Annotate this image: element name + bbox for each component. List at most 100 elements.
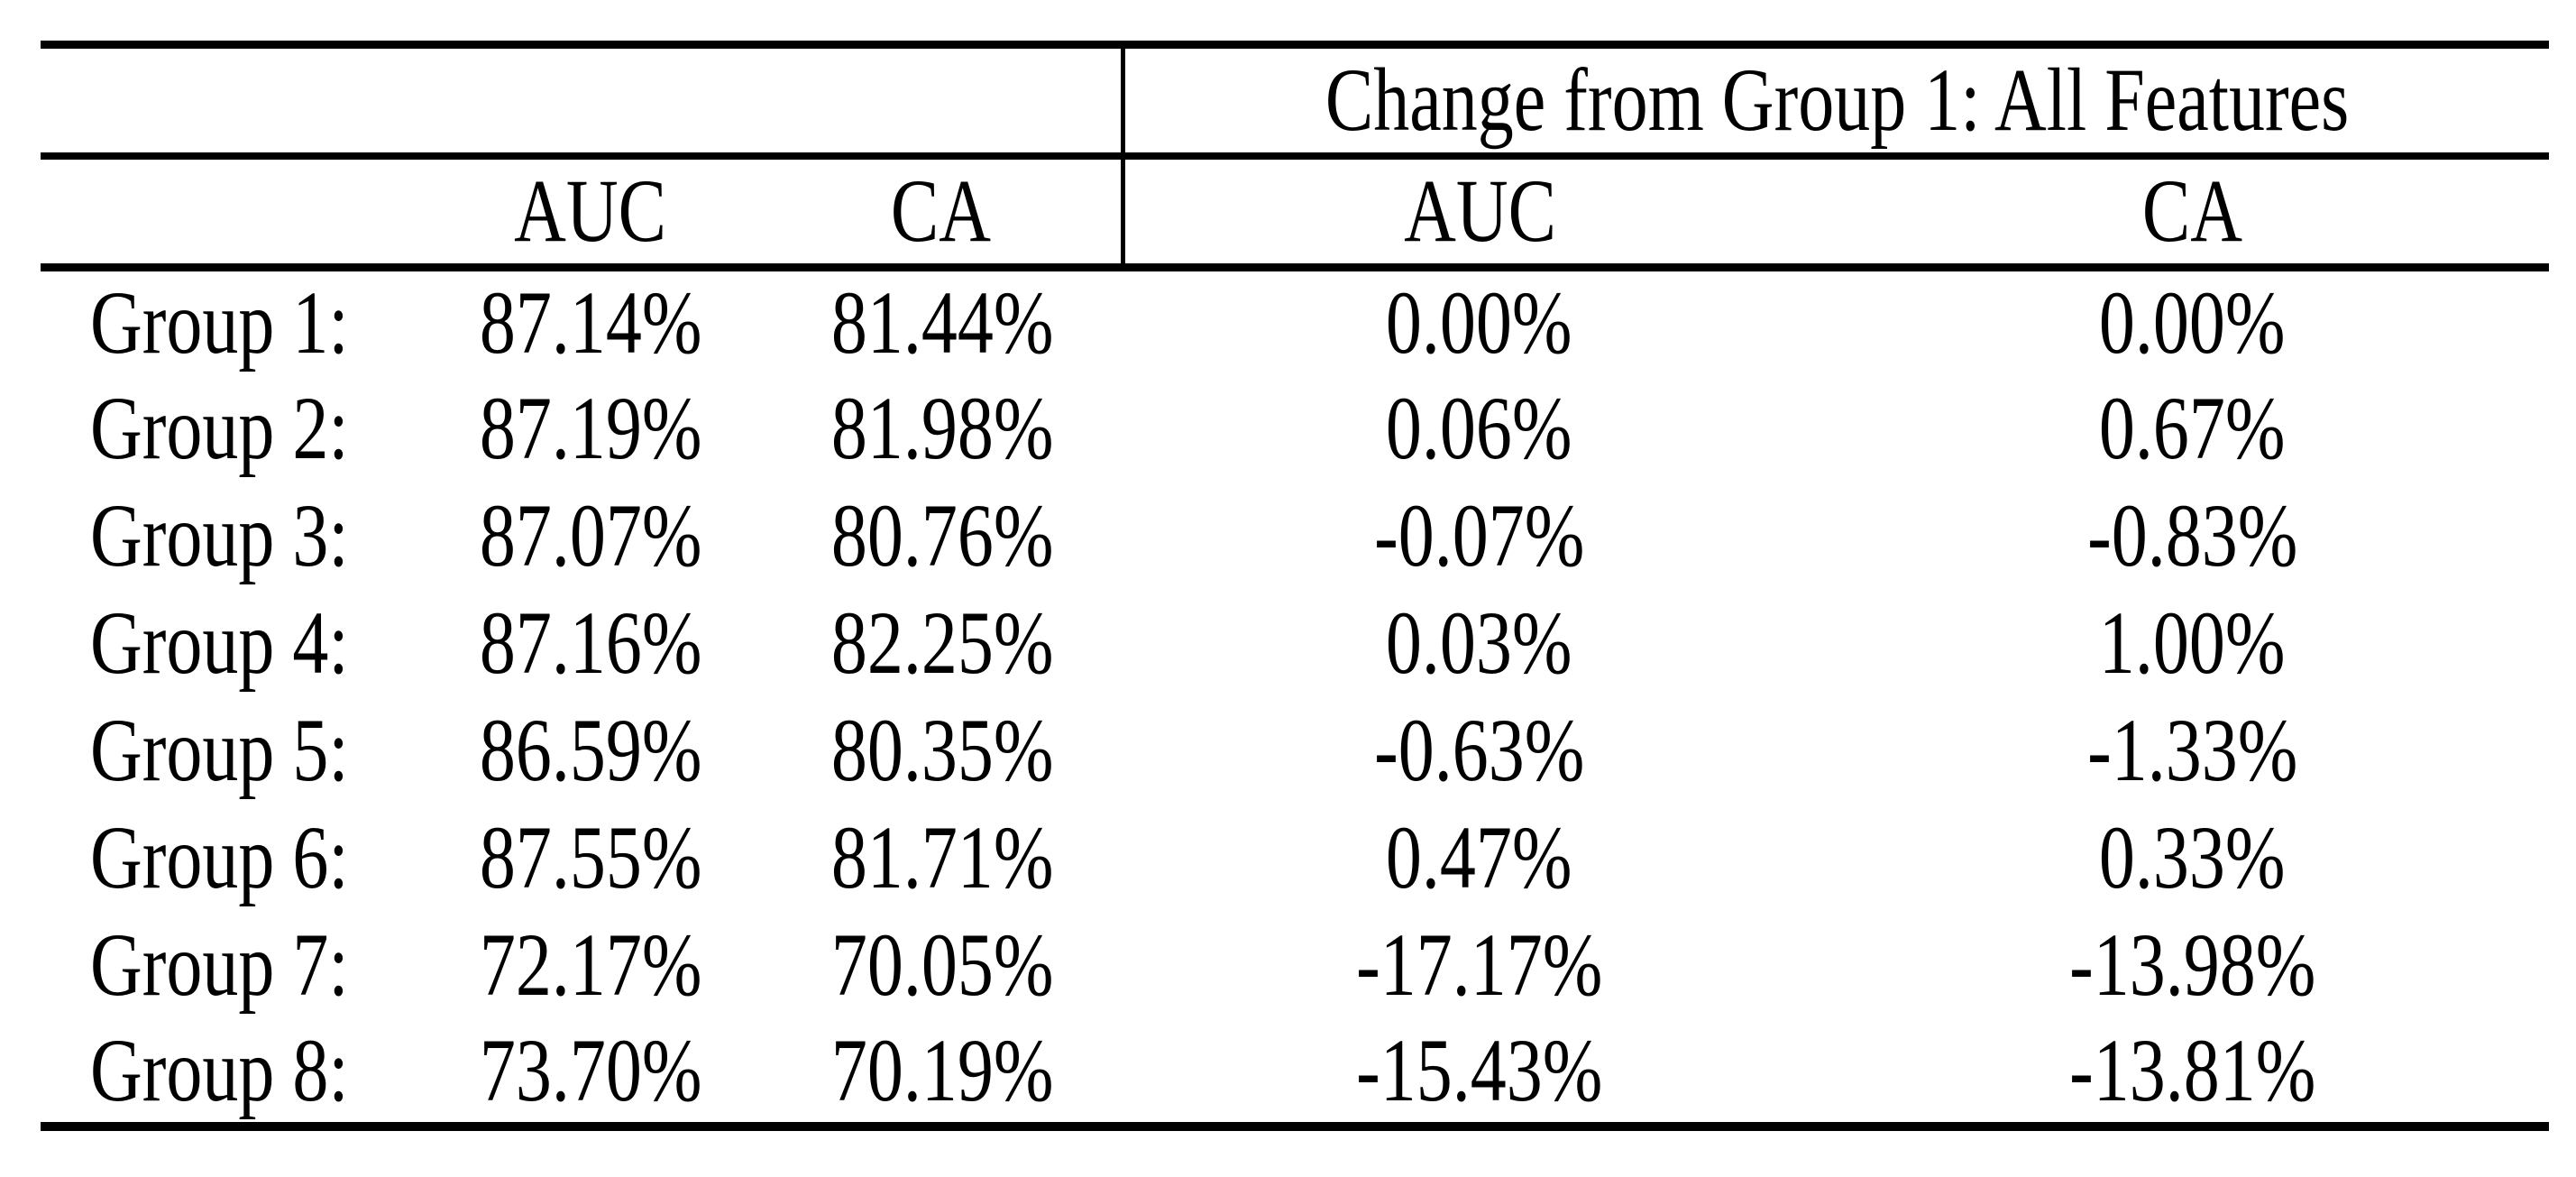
delta-auc-cell: 0.00% (1123, 268, 1836, 375)
empty-header-cell (41, 44, 1123, 160)
ca-value: 82.25% (830, 593, 1054, 693)
auc-value: 86.59% (479, 700, 702, 800)
ca-value-cell: 80.76% (762, 483, 1123, 590)
delta-ca-cell: 0.33% (1836, 805, 2549, 912)
delta-ca-cell: 0.00% (1836, 268, 2549, 375)
auc-value: 87.19% (479, 378, 702, 478)
group-label-cell: Group 3: (41, 483, 419, 590)
table-row: Group 2: 87.19% 81.98% 0.06% 0.67% (41, 375, 2549, 483)
auc-value-cell: 87.07% (419, 483, 762, 590)
auc-value-cell: 86.59% (419, 697, 762, 805)
delta-auc-cell: -0.63% (1123, 697, 1836, 805)
delta-ca-cell: -13.81% (1836, 1019, 2549, 1126)
group-label: Group 6: (90, 807, 349, 907)
auc-value: 87.55% (479, 807, 702, 907)
auc-value: 73.70% (479, 1019, 702, 1120)
group-label: Group 2: (90, 378, 349, 478)
ca-value: 70.05% (830, 915, 1054, 1015)
auc-value: 87.14% (479, 272, 702, 373)
group-label-cell: Group 8: (41, 1019, 419, 1126)
delta-ca-value: -0.83% (2086, 485, 2298, 585)
auc-value-cell: 87.19% (419, 375, 762, 483)
auc-value-cell: 87.14% (419, 268, 762, 375)
group-label: Group 5: (90, 700, 349, 800)
ca-value-cell: 81.44% (762, 268, 1123, 375)
delta-auc-cell: 0.03% (1123, 590, 1836, 697)
group-label: Group 4: (90, 593, 349, 693)
group-label-cell: Group 5: (41, 697, 419, 805)
table-row: Group 5: 86.59% 80.35% -0.63% -1.33% (41, 697, 2549, 805)
ca-value-cell: 81.98% (762, 375, 1123, 483)
delta-auc-value: -0.07% (1373, 485, 1585, 585)
group-label: Group 8: (90, 1019, 349, 1120)
delta-ca-value: -1.33% (2086, 700, 2298, 800)
ca-value-cell: 70.05% (762, 912, 1123, 1019)
auc-right-header: AUC (1120, 155, 1837, 271)
delta-auc-cell: -0.07% (1123, 483, 1836, 590)
table-row: Group 6: 87.55% 81.71% 0.47% 0.33% (41, 805, 2549, 912)
delta-auc-cell: 0.06% (1123, 375, 1836, 483)
auc-left-header-label: AUC (514, 161, 667, 262)
auc-value: 72.17% (479, 915, 702, 1015)
column-header-row: AUC CA AUC CA (41, 155, 2550, 271)
delta-ca-value: 0.67% (2099, 378, 2286, 478)
span-header-cell: Change from Group 1: All Features (1120, 44, 2550, 160)
empty-corner-cell (41, 155, 419, 271)
ca-left-header: CA (762, 155, 1123, 271)
delta-ca-cell: 0.67% (1836, 375, 2549, 483)
auc-left-header: AUC (419, 155, 762, 271)
ca-value: 80.35% (830, 700, 1054, 800)
table-row: Group 1: 87.14% 81.44% 0.00% 0.00% (41, 268, 2549, 375)
auc-value: 87.16% (479, 593, 702, 693)
span-header-label: Change from Group 1: All Features (1325, 50, 2349, 151)
delta-auc-value: -0.63% (1373, 700, 1585, 800)
delta-ca-cell: 1.00% (1836, 590, 2549, 697)
delta-auc-value: -17.17% (1355, 915, 1603, 1015)
delta-auc-value: 0.47% (1386, 807, 1572, 907)
ca-value: 80.76% (830, 485, 1054, 585)
ca-right-header: CA (1836, 155, 2550, 271)
ca-value-cell: 70.19% (762, 1019, 1123, 1126)
delta-ca-value: -13.98% (2068, 915, 2316, 1015)
delta-ca-value: -13.81% (2068, 1019, 2316, 1120)
span-header-row: Change from Group 1: All Features (41, 44, 2550, 160)
table-row: Group 8: 73.70% 70.19% -15.43% -13.81% (41, 1019, 2549, 1126)
ca-right-header-label: CA (2141, 161, 2243, 262)
ca-value: 81.71% (830, 807, 1054, 907)
delta-auc-cell: -17.17% (1123, 912, 1836, 1019)
delta-auc-cell: 0.47% (1123, 805, 1836, 912)
group-label: Group 7: (90, 915, 349, 1015)
auc-value-cell: 72.17% (419, 912, 762, 1019)
ca-value: 70.19% (830, 1019, 1054, 1120)
delta-ca-value: 1.00% (2099, 593, 2286, 693)
delta-ca-cell: -0.83% (1836, 483, 2549, 590)
delta-auc-value: 0.03% (1386, 593, 1572, 693)
table-row: Group 4: 87.16% 82.25% 0.03% 1.00% (41, 590, 2549, 697)
auc-value: 87.07% (479, 485, 702, 585)
table-row: Group 3: 87.07% 80.76% -0.07% -0.83% (41, 483, 2549, 590)
group-label-cell: Group 2: (41, 375, 419, 483)
ca-value-cell: 80.35% (762, 697, 1123, 805)
ca-value: 81.44% (830, 272, 1054, 373)
group-label-cell: Group 1: (41, 268, 419, 375)
delta-auc-value: 0.06% (1386, 378, 1572, 478)
delta-ca-cell: -1.33% (1836, 697, 2549, 805)
delta-ca-value: 0.00% (2099, 272, 2286, 373)
auc-value-cell: 73.70% (419, 1019, 762, 1126)
auc-right-header-label: AUC (1404, 161, 1557, 262)
group-label-cell: Group 7: (41, 912, 419, 1019)
group-label: Group 1: (90, 272, 349, 373)
ca-left-header-label: CA (891, 161, 992, 262)
delta-auc-cell: -15.43% (1123, 1019, 1836, 1126)
table-row: Group 7: 72.17% 70.05% -17.17% -13.98% (41, 912, 2549, 1019)
group-label-cell: Group 6: (41, 805, 419, 912)
delta-auc-value: 0.00% (1386, 272, 1572, 373)
delta-ca-value: 0.33% (2099, 807, 2286, 907)
auc-value-cell: 87.16% (419, 590, 762, 697)
auc-value-cell: 87.55% (419, 805, 762, 912)
results-table: Change from Group 1: All Features AUC CA… (41, 41, 2550, 1131)
delta-auc-value: -15.43% (1355, 1019, 1603, 1120)
ca-value-cell: 81.71% (762, 805, 1123, 912)
group-label: Group 3: (90, 485, 349, 585)
